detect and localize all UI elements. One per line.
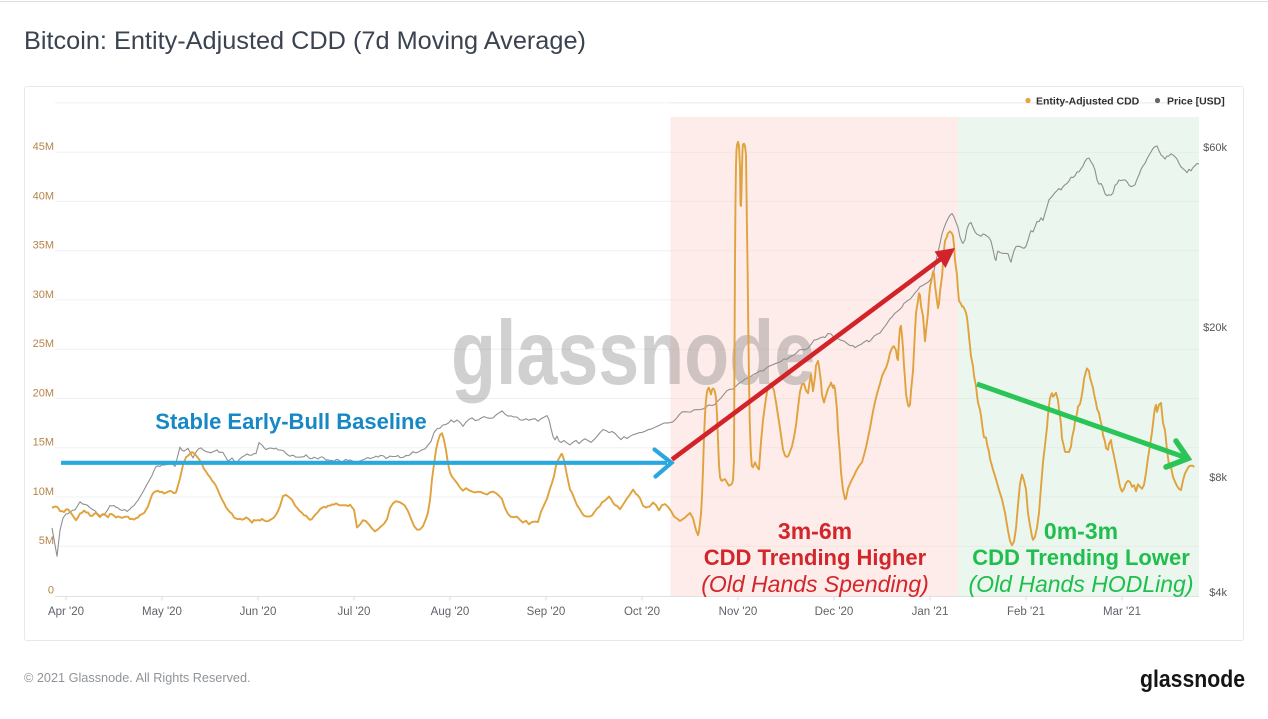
svg-text:20M: 20M [33,388,54,400]
svg-text:Mar '21: Mar '21 [1103,606,1141,618]
svg-text:glassnode: glassnode [1140,666,1245,693]
svg-text:0m-3m: 0m-3m [1044,518,1118,544]
svg-text:Aug '20: Aug '20 [431,606,470,618]
svg-text:(Old Hands HODLing): (Old Hands HODLing) [969,571,1194,597]
svg-text:Jun '20: Jun '20 [240,606,277,618]
svg-text:May '20: May '20 [142,606,182,618]
svg-text:Apr '20: Apr '20 [48,606,84,618]
svg-text:$20k: $20k [1203,322,1227,334]
svg-text:Oct '20: Oct '20 [624,606,660,618]
svg-text:Price [USD]: Price [USD] [1167,95,1225,107]
svg-text:5M: 5M [39,535,54,547]
svg-text:CDD Trending Higher: CDD Trending Higher [704,545,927,570]
svg-text:40M: 40M [33,190,54,202]
svg-text:(Old Hands Spending): (Old Hands Spending) [701,571,929,597]
svg-text:45M: 45M [33,141,54,153]
svg-text:CDD Trending Lower: CDD Trending Lower [972,545,1190,570]
svg-text:Jul '20: Jul '20 [338,606,371,618]
svg-text:$4k: $4k [1209,587,1227,599]
svg-text:Entity-Adjusted CDD: Entity-Adjusted CDD [1036,95,1140,107]
svg-text:15M: 15M [33,437,54,449]
svg-text:Feb '21: Feb '21 [1007,606,1045,618]
svg-text:Dec '20: Dec '20 [815,606,854,618]
svg-text:Nov '20: Nov '20 [719,606,758,618]
svg-text:10M: 10M [33,486,54,498]
svg-text:30M: 30M [33,289,54,301]
svg-text:25M: 25M [33,338,54,350]
svg-text:$60k: $60k [1203,142,1227,154]
svg-text:3m-6m: 3m-6m [778,518,852,544]
svg-text:Jan '21: Jan '21 [912,606,949,618]
svg-text:glassnode: glassnode [451,301,815,403]
svg-text:Sep '20: Sep '20 [527,606,566,618]
svg-text:$8k: $8k [1209,472,1227,484]
svg-text:Stable Early-Bull Baseline: Stable Early-Bull Baseline [155,409,426,434]
svg-text:0: 0 [48,585,54,597]
svg-text:35M: 35M [33,240,54,252]
